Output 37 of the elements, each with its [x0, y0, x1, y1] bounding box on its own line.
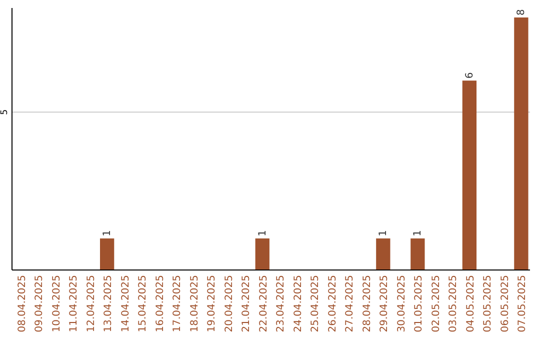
x-tick-label: 30.04.2025 — [396, 275, 408, 332]
data-label: 6 — [464, 72, 476, 79]
x-tick-label: 10.04.2025 — [51, 275, 62, 332]
x-tick-label: 03.05.2025 — [448, 275, 460, 332]
x-tick-label: 16.04.2025 — [154, 275, 166, 332]
x-tick-label: 29.04.2025 — [379, 275, 390, 332]
x-tick-label: 14.04.2025 — [120, 275, 132, 332]
x-tick-label: 06.05.2025 — [500, 275, 511, 332]
x-tick-label: 19.04.2025 — [206, 275, 218, 332]
x-tick-label: 08.04.2025 — [16, 275, 28, 332]
data-label: 1 — [412, 230, 424, 236]
x-tick-label: 24.04.2025 — [292, 275, 304, 332]
x-tick-label: 13.04.2025 — [103, 275, 114, 332]
x-tick-label: 20.04.2025 — [224, 275, 235, 332]
x-tick-label: 25.04.2025 — [310, 275, 322, 332]
x-tick-label: 04.05.2025 — [465, 275, 476, 332]
x-tick-label: 26.04.2025 — [327, 275, 338, 332]
x-tick-label: 22.04.2025 — [258, 275, 270, 332]
x-tick-label: 18.04.2025 — [189, 275, 200, 332]
data-label: 8 — [516, 9, 528, 16]
x-tick-label: 07.05.2025 — [517, 275, 528, 332]
x-tick-label: 23.04.2025 — [276, 275, 287, 332]
data-label: 1 — [257, 230, 268, 236]
x-tick-label: 21.04.2025 — [241, 275, 252, 332]
x-tick-label: 27.04.2025 — [344, 275, 356, 332]
x-tick-label: 11.04.2025 — [68, 275, 80, 332]
x-tick-label: 17.04.2025 — [172, 275, 184, 332]
x-tick-label: 12.04.2025 — [86, 275, 97, 332]
y-tick-label: 5 — [0, 109, 10, 116]
x-tick-label: 02.05.2025 — [430, 275, 442, 332]
data-label: 1 — [102, 230, 114, 236]
x-tick-label: 15.04.2025 — [138, 275, 149, 332]
x-tick-label: 01.05.2025 — [414, 275, 425, 332]
x-tick-label: 28.04.2025 — [362, 275, 373, 332]
x-tick-label: 09.04.2025 — [34, 275, 46, 332]
data-label: 1 — [378, 230, 390, 236]
x-tick-label: 05.05.2025 — [482, 275, 494, 332]
